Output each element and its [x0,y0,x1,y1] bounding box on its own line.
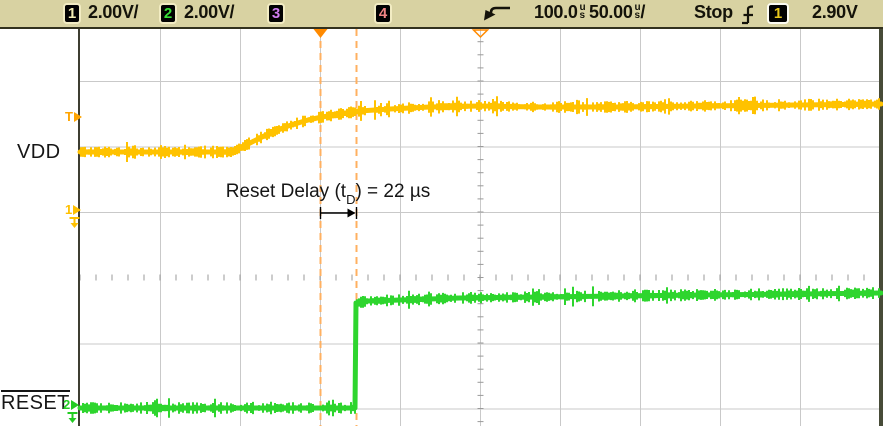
timebase-readout[interactable]: 50.00 u s / [589,2,645,23]
right-triangle-icon [73,205,82,215]
trigger-source-number: 1 [773,5,783,22]
channel-2-scale[interactable]: 2.00V/ [184,2,235,22]
vdd-label: VDD [17,141,61,163]
reset-delay-annotation: Reset Delay (tD) = 22 µs [225,181,431,207]
channel-3-number: 3 [271,5,281,22]
ch2-ground-marker[interactable]: 2 [63,398,80,411]
ch2-ground-icon [66,412,79,424]
timebase-value: 50.00 [589,2,633,22]
channel-2-number: 2 [163,5,173,22]
rising-edge-trigger-icon[interactable] [740,3,756,31]
trigger-level-marker[interactable]: T [65,110,82,123]
graticule [79,29,881,426]
ch1-ground-icon [68,217,81,229]
trigger-time-marker[interactable] [313,29,328,38]
x-cursors [319,29,358,426]
channel-2-badge[interactable]: 2 [159,3,177,24]
trace-noise-vdd [80,96,880,162]
trace-noise-reset [80,285,880,418]
channel-1-badge[interactable]: 1 [63,3,81,24]
channel-1-scale[interactable]: 2.00V/ [88,2,139,22]
channel-4-badge[interactable]: 4 [374,3,392,24]
per-div-slash: / [640,2,646,22]
trigger-source-badge[interactable]: 1 [767,3,789,24]
right-triangle-icon [73,112,82,122]
delay-time-value: 100.0 [534,2,578,22]
channel-4-number: 4 [378,5,388,22]
delay-time-readout[interactable]: 100.0 u s [534,2,586,23]
channel-1-number: 1 [67,5,77,22]
ch1-ground-marker[interactable]: 1 [65,203,82,216]
trigger-level-readout[interactable]: 2.90V [812,2,858,22]
time-reference-marker [471,29,490,39]
toolbar: 1 2.00V/ 2 2.00V/ 3 4 100.0 u s 50.00 u s / S… [0,0,883,29]
right-triangle-icon [71,400,80,410]
delay-arrow [319,207,358,219]
trigger-position-icon [479,2,513,30]
run-state[interactable]: Stop [694,2,733,22]
reset-label: RESET [1,390,70,414]
channel-3-badge[interactable]: 3 [267,3,285,24]
